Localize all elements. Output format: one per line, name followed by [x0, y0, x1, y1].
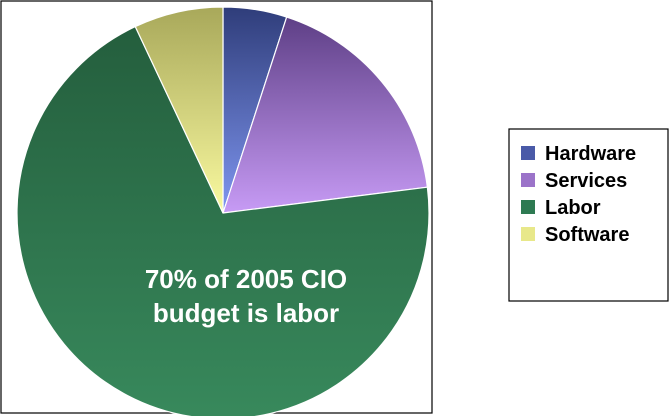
annotation: 70% of 2005 CIO budget is labor — [145, 264, 347, 328]
legend-swatch-labor — [521, 200, 535, 214]
annotation-line-2: budget is labor — [153, 298, 339, 328]
legend-label-software: Software — [545, 224, 629, 246]
pie-slice-labor — [16, 25, 430, 416]
pie-slices — [16, 6, 430, 416]
pie-slice-software — [134, 6, 224, 214]
legend-swatch-hardware — [521, 146, 535, 160]
legend-swatch-software — [521, 227, 535, 241]
legend-label-labor: Labor — [545, 197, 601, 219]
pie-slice-services — [222, 16, 429, 214]
legend-frame — [508, 128, 669, 302]
annotation-line-1: 70% of 2005 CIO — [145, 264, 347, 294]
legend-label-services: Services — [545, 170, 627, 192]
legend: Hardware Services Labor Software — [508, 128, 669, 302]
legend-label-hardware: Hardware — [545, 143, 636, 165]
legend-swatch-services — [521, 173, 535, 187]
